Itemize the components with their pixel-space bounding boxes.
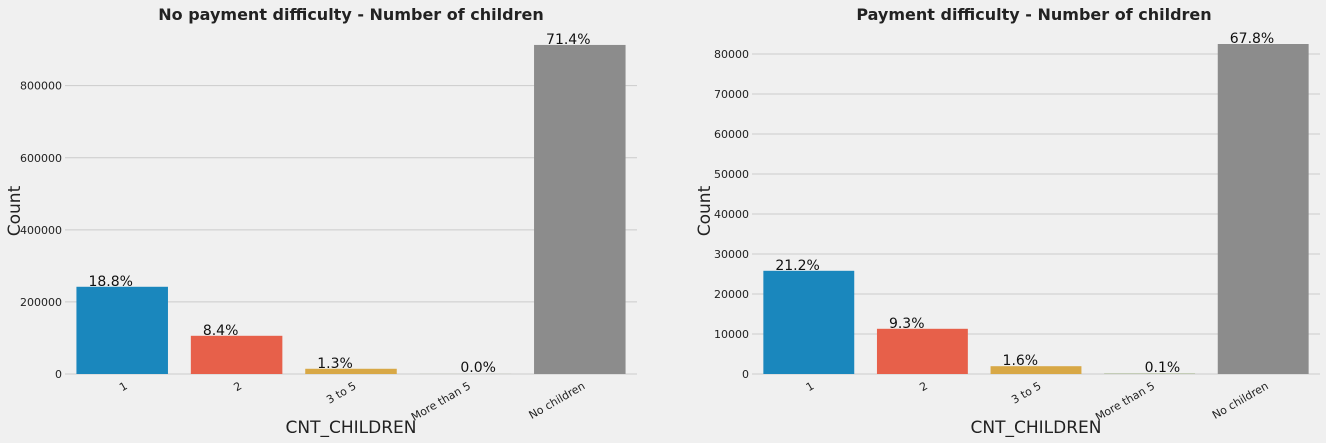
x-tick-label: 2 [917, 379, 930, 394]
chart-title: No payment difficulty - Number of childr… [158, 5, 543, 24]
bar-percent-label: 1.6% [1003, 353, 1039, 369]
y-tick-label: 400000 [20, 224, 62, 237]
chart-title: Payment difficulty - Number of children [856, 5, 1211, 24]
bar [1217, 44, 1309, 374]
bar [305, 368, 397, 374]
y-tick-label: 0 [742, 368, 749, 381]
bar [990, 366, 1082, 374]
bar [190, 335, 283, 374]
bar [876, 328, 968, 374]
y-tick-label: 50000 [714, 168, 749, 181]
bar-percent-label: 67.8% [1230, 31, 1274, 47]
bar [76, 286, 168, 374]
x-tick-label: More than 5 [409, 379, 473, 423]
chart-payment-difficulty: 0 10000 20000 30000 40000 50000 60000 70000 8000… [695, 5, 1320, 438]
bar-percent-label: 0.1% [1145, 360, 1181, 376]
y-tick-label: 200000 [20, 296, 62, 309]
x-tick-label: 1 [804, 379, 817, 394]
y-tick-label: 40000 [714, 208, 749, 221]
y-tick-label: 10000 [714, 328, 749, 341]
y-tick-label: 800000 [20, 80, 62, 93]
x-tick-label: 1 [117, 379, 130, 394]
x-axis-label: CNT_CHILDREN [971, 418, 1102, 438]
y-tick-label: 60000 [714, 128, 749, 141]
bar-percent-label: 9.3% [889, 316, 925, 332]
bar-percent-label: 71.4% [546, 32, 590, 48]
y-tick-label: 600000 [20, 152, 62, 165]
y-tick-label: 0 [55, 368, 62, 381]
chart-no-payment-difficulty: 0 200000 400000 600000 800000 18.8% 1 8.4% 2 1.3%… [5, 5, 637, 438]
x-tick-label: More than 5 [1093, 379, 1157, 423]
x-tick-label: 3 to 5 [1009, 379, 1043, 406]
x-axis-label: CNT_CHILDREN [286, 418, 417, 438]
y-tick-label: 70000 [714, 88, 749, 101]
bar [763, 270, 855, 374]
y-tick-label: 20000 [714, 288, 749, 301]
bar-percent-label: 1.3% [317, 356, 353, 372]
x-tick-label: 3 to 5 [324, 379, 358, 406]
x-tick-label: No children [1210, 379, 1271, 422]
x-tick-label: 2 [232, 379, 245, 394]
bar [534, 44, 626, 375]
bar-percent-label: 0.0% [460, 360, 496, 376]
x-tick-label: No children [527, 379, 588, 422]
bar-percent-label: 18.8% [88, 274, 132, 290]
y-axis-label: Count [5, 185, 25, 236]
y-tick-label: 80000 [714, 48, 749, 61]
y-axis-label: Count [695, 185, 715, 236]
y-tick-label: 30000 [714, 248, 749, 261]
bar-percent-label: 8.4% [203, 323, 239, 339]
bar-percent-label: 21.2% [775, 258, 819, 274]
